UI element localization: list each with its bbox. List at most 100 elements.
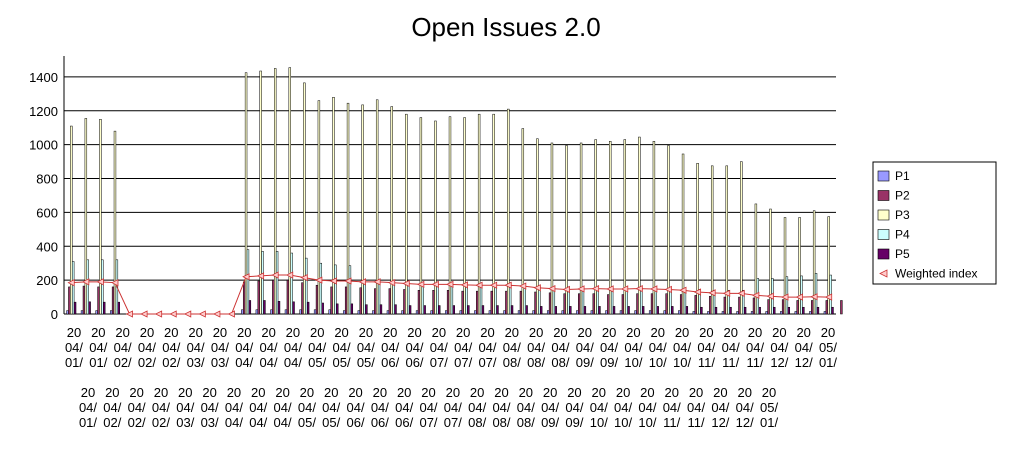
bar-p1 bbox=[343, 310, 346, 315]
bar-p2 bbox=[344, 286, 348, 315]
bar-p1 bbox=[503, 310, 506, 315]
legend-label: P5 bbox=[895, 247, 910, 261]
bar-p1 bbox=[517, 310, 521, 315]
x-tick-label: 20 04/08/ bbox=[551, 325, 569, 370]
bar-p4 bbox=[86, 259, 89, 315]
x-tick-label: 20 04/07/ bbox=[419, 385, 437, 430]
bar-p1 bbox=[780, 311, 783, 315]
bar-p1 bbox=[678, 310, 681, 315]
x-tick-label: 20 04/01/ bbox=[89, 325, 107, 370]
weighted-index-marker bbox=[751, 291, 760, 300]
bar-p4 bbox=[101, 259, 104, 315]
x-tick-label: 20 04/02/ bbox=[162, 325, 180, 370]
weighted-index-marker bbox=[504, 281, 512, 289]
x-tick-label: 20 04/06/ bbox=[405, 325, 423, 370]
bar-p2 bbox=[286, 279, 290, 315]
bar-p2 bbox=[446, 290, 450, 315]
x-tick-label: 20 04/03/ bbox=[176, 385, 194, 430]
bar-p5 bbox=[729, 306, 732, 315]
legend-label: Weighted index bbox=[895, 267, 978, 281]
weighted-index-marker bbox=[679, 286, 687, 294]
weighted-index-marker bbox=[446, 280, 454, 289]
x-tick-label: 20 04/04/ bbox=[249, 385, 267, 430]
bar-p5 bbox=[539, 306, 543, 315]
bar-p1 bbox=[241, 309, 244, 315]
legend-label: P4 bbox=[895, 228, 910, 242]
bar-p4 bbox=[421, 284, 424, 315]
bar-p2 bbox=[242, 281, 246, 315]
x-tick-label: 20 04/04/ bbox=[235, 325, 253, 370]
bar-p2 bbox=[578, 293, 581, 315]
bar-p4 bbox=[392, 281, 395, 315]
x-tick-label: 20 04/10/ bbox=[590, 385, 608, 430]
bar-p4 bbox=[363, 281, 366, 315]
bar-p3 bbox=[740, 161, 743, 315]
y-tick-label: 1200 bbox=[29, 104, 58, 119]
bar-p3 bbox=[725, 165, 728, 315]
bar-p3 bbox=[405, 113, 408, 315]
bar-p1 bbox=[95, 310, 98, 315]
bar-p2 bbox=[432, 290, 435, 315]
x-tick-label: 20 04/02/ bbox=[152, 385, 170, 430]
x-tick-label: 20 05/01/ bbox=[819, 325, 837, 370]
bar-p3 bbox=[710, 165, 714, 315]
weighted-index-marker bbox=[183, 310, 192, 318]
bar-p2 bbox=[490, 290, 494, 315]
bar-p3 bbox=[463, 117, 466, 315]
bar-p5 bbox=[423, 305, 426, 315]
bar-p5 bbox=[525, 305, 528, 315]
x-tick-label: 20 04/10/ bbox=[673, 325, 691, 370]
weighted-index-marker bbox=[722, 289, 731, 297]
x-tick-label: 20 04/12/ bbox=[770, 325, 788, 370]
x-tick-label: 20 04/12/ bbox=[795, 325, 813, 370]
bar-p5 bbox=[336, 303, 339, 315]
bar-p3 bbox=[579, 142, 583, 315]
legend-swatch bbox=[877, 229, 890, 240]
weighted-index-marker bbox=[358, 278, 367, 286]
weighted-index-marker bbox=[475, 281, 483, 289]
bar-p3 bbox=[317, 100, 321, 315]
bar-p5 bbox=[73, 301, 77, 315]
bar-p3 bbox=[681, 153, 685, 315]
bar-p1 bbox=[532, 310, 535, 315]
bar-p1 bbox=[809, 311, 812, 315]
bar-p3 bbox=[332, 97, 335, 315]
weighted-index-marker bbox=[271, 271, 279, 279]
weighted-index-marker bbox=[140, 310, 148, 318]
bar-p1 bbox=[546, 310, 550, 315]
bar-p5 bbox=[103, 301, 106, 315]
legend-swatch bbox=[877, 170, 890, 182]
bar-p3 bbox=[638, 136, 641, 315]
bar-p4 bbox=[71, 261, 75, 315]
bar-p5 bbox=[117, 301, 120, 315]
bar-p5 bbox=[248, 300, 252, 315]
bar-p1 bbox=[765, 311, 768, 315]
bar-p1 bbox=[721, 311, 725, 315]
x-tick-label: 20 04/11/ bbox=[746, 325, 764, 370]
y-tick-label: 800 bbox=[36, 172, 58, 187]
bar-p2 bbox=[636, 293, 639, 315]
bar-p5 bbox=[685, 306, 689, 315]
x-tick-label: 20 04/04/ bbox=[260, 325, 278, 370]
x-tick-label: 20 04/05/ bbox=[298, 385, 316, 430]
bar-p1 bbox=[255, 309, 259, 315]
x-tick-label: 20 04/02/ bbox=[114, 325, 132, 370]
weighted-index-marker bbox=[300, 273, 308, 282]
bar-p5 bbox=[569, 306, 572, 315]
x-tick-label: 20 04/04/ bbox=[284, 325, 302, 370]
bar-p3 bbox=[565, 145, 568, 315]
x-tick-label: 20 04/06/ bbox=[347, 385, 365, 430]
bar-p1 bbox=[401, 310, 404, 315]
bar-p5 bbox=[496, 305, 499, 315]
bar-p1 bbox=[109, 310, 113, 315]
weighted-index-marker bbox=[285, 271, 294, 279]
weighted-index-marker bbox=[606, 285, 614, 293]
x-tick-label: 20 04/11/ bbox=[697, 325, 715, 370]
x-tick-label: 20 04/05/ bbox=[308, 325, 326, 370]
bar-p3 bbox=[798, 217, 801, 315]
bar-p4 bbox=[334, 264, 337, 315]
bars bbox=[66, 67, 843, 315]
x-tick-label: 20 04/11/ bbox=[663, 385, 681, 430]
bar-p5 bbox=[743, 306, 747, 315]
weighted-index-marker bbox=[111, 279, 119, 287]
